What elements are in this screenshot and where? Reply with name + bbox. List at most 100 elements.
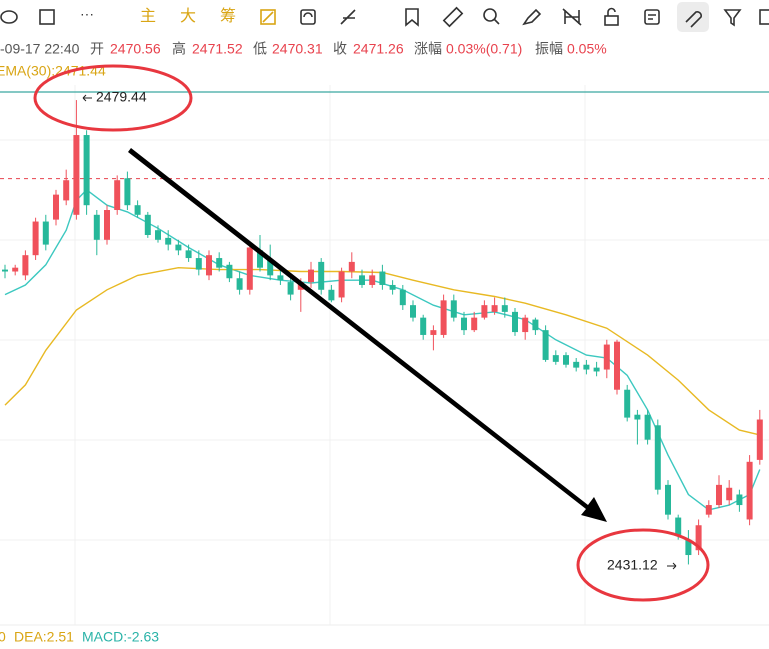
candle-body — [501, 305, 508, 312]
candle-body — [563, 355, 569, 365]
candle-body — [583, 364, 590, 370]
macd-value: MACD:-2.63 — [82, 629, 159, 645]
candle-body — [42, 221, 49, 245]
amplitude-value: 0.05% — [567, 41, 607, 57]
ema-line — [4, 188, 761, 511]
candle-body — [124, 178, 131, 206]
tool-main[interactable]: 主 — [140, 7, 156, 25]
tool-chips[interactable]: 筹 — [220, 7, 236, 25]
info-header: -09-17 22:40 开 2470.56 高 2471.52 低 2470.… — [0, 41, 607, 79]
open-label: 开 — [90, 41, 104, 57]
tool-range[interactable] — [260, 9, 276, 25]
candle-body — [93, 214, 100, 240]
candle-body — [614, 341, 620, 390]
candle-body — [226, 264, 233, 279]
date: -09-17 22:40 — [0, 41, 80, 57]
candle-body — [267, 259, 274, 276]
tool-ellipse[interactable] — [0, 10, 18, 24]
plot — [0, 100, 769, 565]
candle-body — [389, 284, 396, 290]
candle-body — [399, 289, 406, 306]
change-label: 涨幅 — [414, 41, 442, 57]
candle-body — [695, 525, 702, 551]
candle-body — [736, 494, 743, 506]
low-label: 低 — [253, 41, 267, 57]
change-value: 0.03%(0.71) — [446, 41, 522, 57]
candle-body — [22, 255, 29, 276]
annotations: 2479.44 2431.12 — [33, 64, 710, 602]
tool-filter[interactable] — [723, 9, 742, 27]
candle-body — [348, 261, 355, 272]
candle-body — [287, 282, 294, 295]
candle-body — [165, 237, 172, 245]
tool-note[interactable] — [644, 9, 660, 25]
dif-value: 0 — [0, 629, 6, 645]
candle-body — [430, 330, 437, 335]
tool-bookmark[interactable] — [405, 8, 419, 27]
candle-body — [206, 255, 212, 276]
candle-body — [185, 250, 192, 259]
highlight-circle — [576, 528, 710, 602]
tool-hide[interactable] — [562, 8, 582, 26]
candle-body — [83, 135, 90, 206]
high-label: 2479.44 — [96, 89, 147, 105]
tool-magnet-bg[interactable] — [677, 2, 709, 32]
close-value: 2471.26 — [353, 41, 404, 57]
candle-body — [195, 258, 202, 270]
candle-body — [53, 194, 59, 220]
candle-body — [481, 305, 488, 318]
candle-body — [716, 484, 722, 506]
candle-body — [552, 355, 559, 362]
tool-zoom[interactable] — [483, 8, 500, 25]
candle-body — [491, 305, 498, 312]
toolbar: ··· 主 大 筹 — [0, 2, 769, 32]
candle-body — [155, 230, 161, 240]
tool-lock[interactable] — [604, 7, 619, 26]
candle-body — [746, 461, 753, 520]
candle-body — [450, 300, 457, 318]
candle-body — [705, 505, 712, 515]
candle-body — [512, 311, 518, 333]
close-label: 收 — [333, 41, 347, 57]
candle-body — [359, 275, 365, 285]
candle-body — [257, 250, 263, 268]
dea-value: DEA:2.51 — [14, 629, 74, 645]
candle-body — [573, 361, 580, 368]
ema-line — [4, 266, 760, 436]
candle-body — [328, 289, 335, 301]
candle-body — [461, 317, 467, 331]
candle-body — [338, 271, 345, 298]
candle-body — [471, 317, 478, 331]
highlight-circle — [33, 64, 193, 132]
tool-refresh[interactable] — [300, 9, 316, 25]
tool-rect[interactable] — [39, 9, 55, 25]
candle-body — [369, 275, 376, 285]
candle-body — [410, 305, 416, 318]
candle-body — [593, 367, 600, 372]
tool-more[interactable]: ··· — [80, 6, 94, 22]
candle-body — [63, 180, 70, 201]
candle-body — [73, 135, 80, 215]
candle-body — [216, 258, 223, 268]
candle-body — [675, 517, 682, 535]
high-value: 2471.52 — [192, 41, 243, 57]
background-grid — [0, 85, 769, 625]
candle-body — [114, 180, 121, 211]
tool-measure[interactable] — [340, 9, 356, 25]
candle-body — [644, 414, 651, 440]
candle-body — [542, 330, 549, 360]
tool-extra[interactable] — [759, 9, 769, 25]
tool-magnet — [685, 11, 702, 28]
tool-ruler[interactable] — [442, 6, 464, 28]
amplitude-label: 振幅 — [535, 41, 563, 57]
candle-body — [624, 389, 631, 418]
tool-big[interactable]: 大 — [180, 7, 196, 25]
candle-body — [277, 275, 284, 281]
low-label: 2431.12 — [607, 557, 658, 573]
candle-body — [246, 247, 253, 290]
high-label: 高 — [172, 41, 186, 57]
candle-body — [440, 300, 447, 335]
tool-pen[interactable] — [522, 8, 542, 26]
